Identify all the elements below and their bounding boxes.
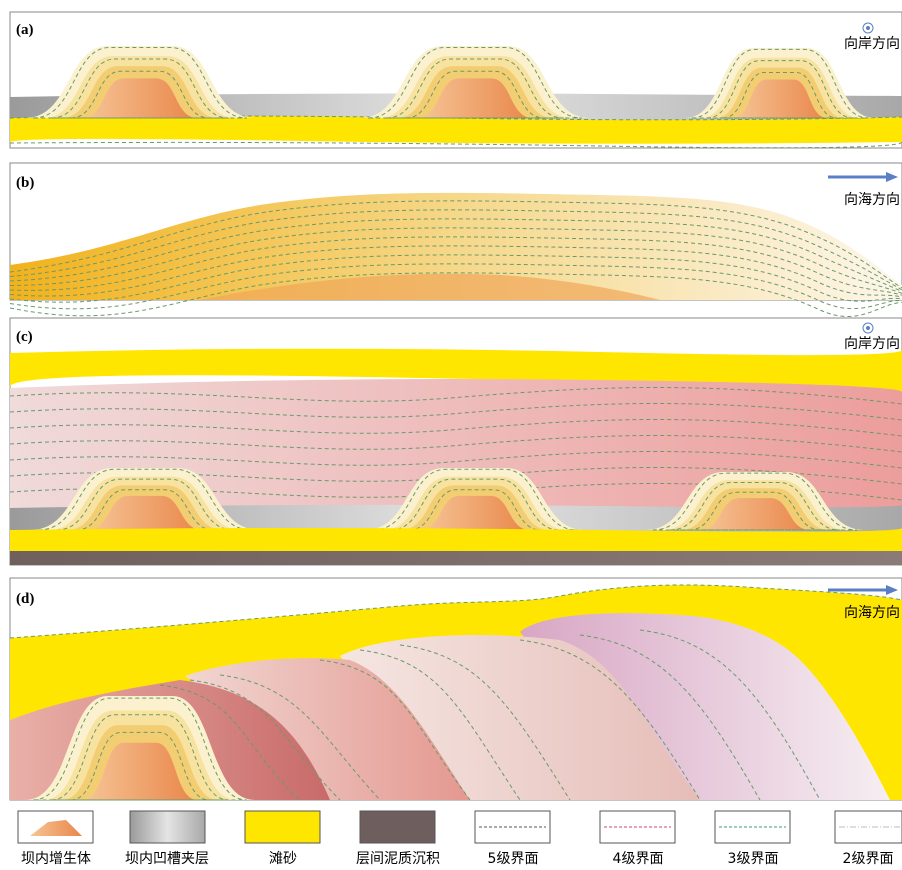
legend-label: 层间泥质沉积 xyxy=(356,851,440,867)
panel-d: (d) 向海方向 xyxy=(10,578,902,800)
direction-label: 向海方向 xyxy=(844,605,900,621)
legend-label: 5级界面 xyxy=(488,851,539,867)
legend-label: 坝内增生体 xyxy=(21,851,91,867)
legend-label: 坝内凹槽夹层 xyxy=(125,851,209,867)
legend-swatch xyxy=(360,811,435,843)
panel-label: (b) xyxy=(16,175,34,191)
direction-arrow xyxy=(886,585,898,595)
legend-label: 3级界面 xyxy=(728,851,779,867)
legend-label: 4级界面 xyxy=(613,851,664,867)
mounds xyxy=(30,468,865,530)
mounds xyxy=(25,46,875,118)
panel-c: (c) 向岸方向 xyxy=(10,318,902,565)
direction-icon xyxy=(866,326,870,330)
legend-swatch xyxy=(130,811,205,843)
direction-label: 向岸方向 xyxy=(844,336,900,352)
panel-b: (b) 向海方向 xyxy=(10,163,902,316)
legend: 坝内增生体 坝内凹槽夹层 滩砂 层间泥质沉积 5级界面 4级界面 3级界面 2级… xyxy=(18,811,902,867)
beach-sand xyxy=(10,116,902,144)
legend-swatch xyxy=(245,811,320,843)
panel-a: (a) 向岸方向 xyxy=(10,12,902,148)
legend-label: 2级界面 xyxy=(843,851,894,867)
figure: (a) 向岸方向 (b) 向海方向 (c) 向岸方向 (d) 向海方向 坝内增生… xyxy=(0,0,902,870)
mud-layer xyxy=(10,551,902,565)
panel-label: (a) xyxy=(16,22,34,38)
panel-label: (c) xyxy=(16,329,33,345)
legend-label: 滩砂 xyxy=(269,851,297,867)
panel-label: (d) xyxy=(16,591,34,607)
beach-sand xyxy=(10,528,902,552)
direction-label: 向岸方向 xyxy=(844,36,900,52)
direction-icon xyxy=(866,26,870,30)
direction-arrow xyxy=(886,172,898,182)
direction-label: 向海方向 xyxy=(844,192,900,208)
